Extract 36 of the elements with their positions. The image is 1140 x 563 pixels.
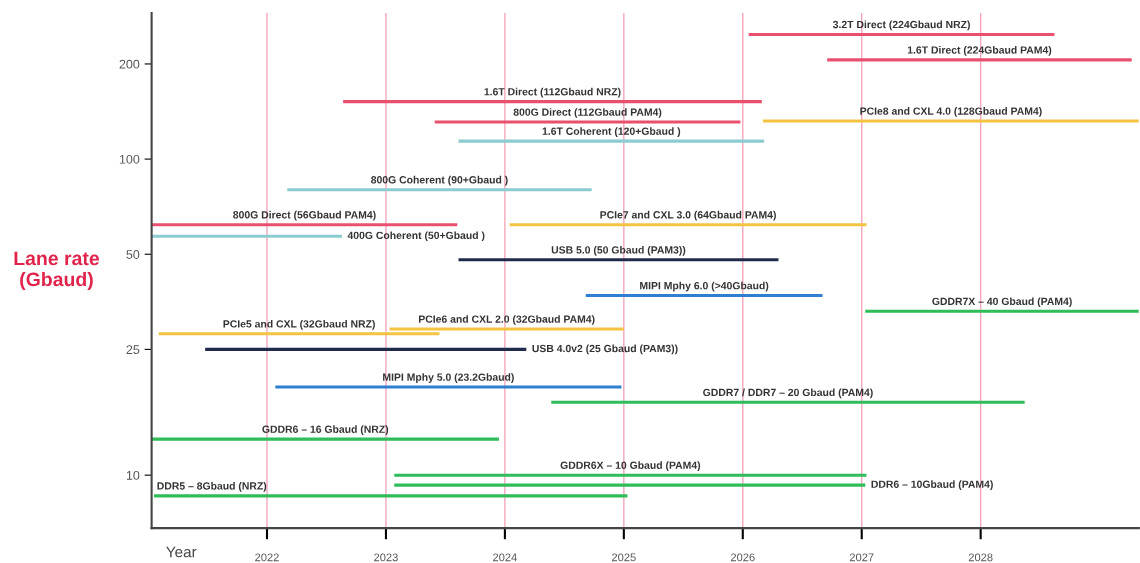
series-label: PCIe8 and CXL 4.0 (128Gbaud PAM4): [860, 107, 1042, 117]
series-label: GDDR6 – 16 Gbaud (NRZ): [262, 425, 389, 435]
x-tick-label: 2028: [968, 553, 993, 562]
series-label: 800G Direct (56Gbaud PAM4): [233, 210, 376, 221]
x-tick-label: 2025: [612, 553, 636, 562]
series-label: 1.6T Direct (224Gbaud PAM4): [907, 46, 1052, 56]
x-tick-label: 2024: [493, 553, 517, 562]
series-label: USB 4.0v2 (25 Gbaud (PAM3)): [532, 344, 678, 355]
series-label: 1.6T Direct (112Gbaud NRZ): [484, 87, 621, 98]
series-label: 3.2T Direct (224Gbaud NRZ): [832, 20, 970, 31]
series-label: DDR6 – 10Gbaud (PAM4): [871, 480, 993, 490]
y-tick-label: 50: [126, 250, 140, 259]
x-tick-label: 2022: [255, 553, 279, 562]
series-label: DDR5 – 8Gbaud (NRZ): [157, 481, 267, 492]
y-axis-title: Lane rate (Gbaud): [14, 251, 100, 291]
series-label: 800G Direct (112Gbaud PAM4): [513, 108, 662, 118]
series-label: 800G Coherent (90+Gbaud ): [371, 175, 508, 186]
series-label: 1.6T Coherent (120+Gbaud ): [542, 127, 681, 137]
y-tick-label: 200: [119, 59, 140, 69]
y-tick-label: 25: [126, 345, 140, 355]
series-label: USB 5.0 (50 Gbaud (PAM3)): [551, 245, 686, 256]
series-label: GDDR7 / DDR7 – 20 Gbaud (PAM4): [703, 388, 873, 399]
series-label: PCIe6 and CXL 2.0 (32Gbaud PAM4): [418, 315, 595, 325]
series-label: GDDR6X – 10 Gbaud (PAM4): [560, 461, 701, 471]
y-tick-label: 100: [119, 154, 140, 164]
series-label: GDDR7X – 40 Gbaud (PAM4): [932, 297, 1072, 308]
x-tick-label: 2027: [849, 553, 874, 562]
y-tick-label: 10: [126, 470, 140, 480]
series-label: MIPI Mphy 6.0 (>40Gbaud): [640, 281, 769, 292]
series-label: 400G Coherent (50+Gbaud ): [347, 231, 485, 242]
x-tick-label: 2026: [730, 553, 755, 562]
series-label: MIPI Mphy 5.0 (23.2Gbaud): [383, 373, 514, 383]
series-label: PCIe5 and CXL (32Gbaud NRZ): [223, 319, 375, 330]
x-axis-title: Year: [166, 546, 197, 558]
x-tick-label: 2023: [374, 553, 398, 562]
series-label: PCIe7 and CXL 3.0 (64Gbaud PAM4): [600, 210, 776, 221]
